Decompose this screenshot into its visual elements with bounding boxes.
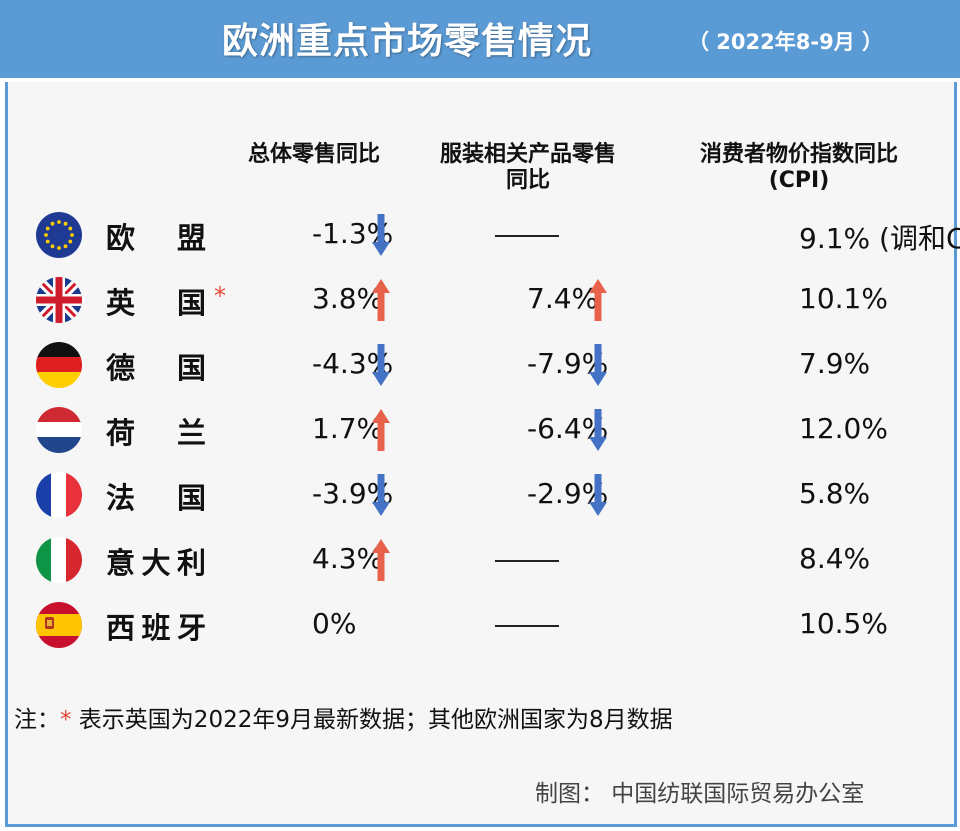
down-arrow-icon	[371, 213, 391, 257]
footnote-prefix: 注：	[14, 707, 60, 733]
total-retail-value: 3.8%	[312, 282, 384, 315]
eu-flag-icon	[36, 212, 82, 258]
column-header-apparel: 服装相关产品零售 同比	[410, 142, 646, 194]
column-header-apparel-line2: 同比	[505, 168, 550, 193]
uk-flag-icon	[36, 277, 82, 323]
apparel-retail-no-data-dash	[495, 235, 559, 237]
column-header-apparel-line1: 服装相关产品零售	[439, 142, 616, 167]
down-arrow-icon	[588, 408, 608, 452]
footnote-text: 表示英国为2022年9月最新数据；其他欧洲国家为8月数据	[71, 707, 673, 733]
cpi-value: 9.1% (调和CPI)	[799, 222, 960, 255]
country-name: 德国	[106, 351, 206, 385]
column-header-cpi-line1: 消费者物价指数同比	[699, 142, 898, 167]
table-row: 欧盟-1.3%9.1% (调和CPI)	[0, 205, 960, 265]
table-row: 德国 -4.3% -7.9% 7.9%	[0, 335, 960, 395]
table-row: 意大利 4.3% 8.4%	[0, 530, 960, 590]
table-row: 西班牙 0% 10.5%	[0, 595, 960, 655]
france-flag-icon	[36, 472, 82, 518]
column-header-cpi-line2: (CPI)	[768, 168, 830, 193]
total-retail-value: 0%	[312, 607, 357, 640]
country-name: 荷兰	[106, 416, 206, 450]
up-arrow-icon	[371, 408, 391, 452]
header-bar: 欧洲重点市场零售情况 （ 2022年8-9月 ）	[0, 0, 960, 78]
apparel-retail-no-data-dash	[495, 560, 559, 562]
cpi-value: 12.0%	[799, 412, 888, 445]
country-name: 英国	[106, 286, 206, 320]
cpi-value: 8.4%	[799, 542, 871, 575]
italy-flag-icon	[36, 537, 82, 583]
cpi-value: 5.8%	[799, 477, 871, 510]
spain-flag-icon	[36, 602, 82, 648]
up-arrow-icon	[371, 538, 391, 582]
country-name: 欧盟	[106, 221, 206, 255]
footnote-star: *	[60, 707, 72, 733]
total-retail-value: 1.7%	[312, 412, 384, 445]
netherlands-flag-icon	[36, 407, 82, 453]
table-row: 英国 * 3.8% 7.4% 10.1%	[0, 270, 960, 330]
apparel-retail-no-data-dash	[495, 625, 559, 627]
column-header-cpi: 消费者物价指数同比 (CPI)	[668, 142, 930, 194]
column-header-total-label: 总体零售同比	[247, 142, 380, 167]
down-arrow-icon	[371, 473, 391, 517]
credit-line: 制图： 中国纺联国际贸易办公室	[535, 781, 865, 807]
table-row: 法国 -3.9% -2.9% 5.8%	[0, 465, 960, 525]
country-name: 法国	[106, 481, 206, 515]
country-name: 意大利	[106, 546, 206, 580]
total-retail-value: 4.3%	[312, 542, 384, 575]
down-arrow-icon	[588, 343, 608, 387]
cpi-value: 10.5%	[799, 607, 888, 640]
footnote-marker: *	[214, 282, 226, 310]
country-name: 西班牙	[106, 611, 206, 645]
down-arrow-icon	[371, 343, 391, 387]
table-panel	[5, 82, 957, 827]
cpi-value: 7.9%	[799, 347, 871, 380]
cpi-value: 10.1%	[799, 282, 888, 315]
apparel-retail-value: 7.4%	[527, 282, 599, 315]
up-arrow-icon	[588, 278, 608, 322]
table-row: 荷兰 1.7% -6.4% 12.0%	[0, 400, 960, 460]
germany-flag-icon	[36, 342, 82, 388]
footnote: 注：* 表示英国为2022年9月最新数据；其他欧洲国家为8月数据	[14, 700, 673, 734]
page-title: 欧洲重点市场零售情况	[222, 21, 593, 62]
period-label: （ 2022年8-9月 ）	[688, 30, 884, 54]
up-arrow-icon	[371, 278, 391, 322]
column-header-total: 总体零售同比	[225, 142, 403, 168]
down-arrow-icon	[588, 473, 608, 517]
